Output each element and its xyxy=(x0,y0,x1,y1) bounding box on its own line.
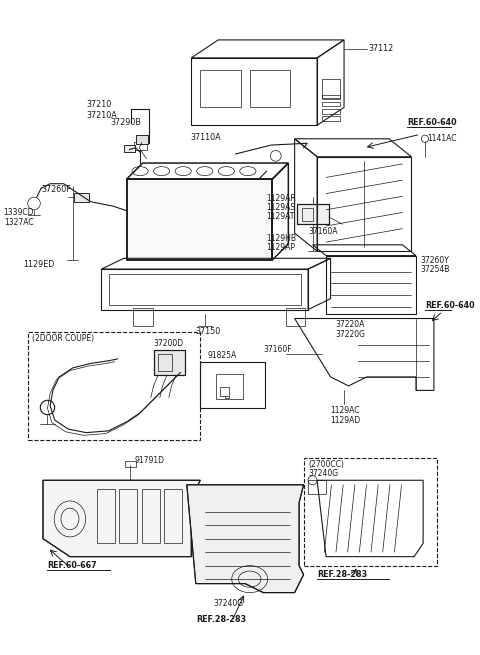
Text: 1129AD: 1129AD xyxy=(331,415,361,424)
Bar xyxy=(154,350,185,375)
Bar xyxy=(322,95,339,99)
Text: REF.60-667: REF.60-667 xyxy=(48,561,97,570)
Bar xyxy=(124,145,135,152)
Bar xyxy=(74,193,89,202)
Bar xyxy=(135,135,148,144)
Text: 1339CD: 1339CD xyxy=(3,208,34,217)
Bar xyxy=(322,102,339,106)
Text: 37210: 37210 xyxy=(86,100,111,109)
Bar xyxy=(200,69,240,107)
Text: 37220A: 37220A xyxy=(335,320,364,329)
Text: 37220G: 37220G xyxy=(335,330,365,339)
Bar xyxy=(286,308,305,326)
Bar xyxy=(317,157,411,251)
Bar xyxy=(322,117,339,121)
Polygon shape xyxy=(187,485,304,593)
Text: (2DOOR COUPE): (2DOOR COUPE) xyxy=(32,334,95,343)
Bar xyxy=(135,135,148,144)
Bar xyxy=(108,274,301,305)
Bar xyxy=(297,204,329,224)
Text: 37260Y: 37260Y xyxy=(420,255,449,265)
Text: 37210A: 37210A xyxy=(86,111,117,120)
Bar xyxy=(127,179,272,260)
Bar xyxy=(124,145,135,152)
Text: 37260F: 37260F xyxy=(41,185,71,194)
Polygon shape xyxy=(43,480,200,557)
Bar xyxy=(326,255,416,314)
Bar xyxy=(308,480,326,494)
Text: 1129AP: 1129AP xyxy=(266,243,295,252)
Text: 37160A: 37160A xyxy=(308,227,337,236)
Text: 37112: 37112 xyxy=(368,45,394,54)
Bar xyxy=(120,489,137,543)
Text: REF.28-283: REF.28-283 xyxy=(317,570,367,579)
Text: 1129AS: 1129AS xyxy=(266,204,295,212)
Bar xyxy=(97,489,115,543)
Bar xyxy=(134,142,147,149)
Bar xyxy=(322,109,339,113)
Bar xyxy=(154,350,185,375)
Text: 91791D: 91791D xyxy=(135,456,165,465)
Text: 1129HB: 1129HB xyxy=(266,234,296,243)
Text: 37160F: 37160F xyxy=(263,345,292,354)
Bar xyxy=(200,362,265,408)
Bar xyxy=(191,58,317,125)
Text: 1129AT: 1129AT xyxy=(266,212,294,221)
Bar xyxy=(142,489,160,543)
Text: 91825A: 91825A xyxy=(207,351,237,360)
Text: 37240G: 37240G xyxy=(214,599,244,608)
Bar xyxy=(297,204,329,224)
Text: 1129AC: 1129AC xyxy=(331,405,360,415)
Bar xyxy=(216,374,243,400)
Bar xyxy=(322,79,339,98)
Text: REF.28-283: REF.28-283 xyxy=(196,615,246,624)
Bar xyxy=(250,69,290,107)
Bar xyxy=(101,269,308,310)
Bar xyxy=(220,387,229,396)
Bar xyxy=(158,354,171,371)
Bar xyxy=(74,193,89,202)
Bar xyxy=(133,308,153,326)
Text: 1141AC: 1141AC xyxy=(428,134,457,143)
Text: 37200D: 37200D xyxy=(154,339,184,348)
Text: 37240G: 37240G xyxy=(308,470,338,479)
Text: 37254B: 37254B xyxy=(420,265,450,274)
Bar xyxy=(304,458,437,566)
Text: 1129ED: 1129ED xyxy=(23,260,55,269)
Text: REF.60-640: REF.60-640 xyxy=(407,118,456,127)
Bar xyxy=(125,460,135,467)
Bar xyxy=(127,179,272,260)
Bar xyxy=(28,332,200,440)
Text: 1129AR: 1129AR xyxy=(266,195,296,204)
Text: 37110A: 37110A xyxy=(191,134,221,142)
Bar xyxy=(302,208,312,221)
Text: 37150: 37150 xyxy=(196,328,221,337)
Bar xyxy=(164,489,182,543)
Text: (2700CC): (2700CC) xyxy=(308,460,344,468)
Text: REF.60-640: REF.60-640 xyxy=(425,301,475,310)
Text: 37290B: 37290B xyxy=(110,118,141,127)
Text: 1327AC: 1327AC xyxy=(4,218,34,227)
